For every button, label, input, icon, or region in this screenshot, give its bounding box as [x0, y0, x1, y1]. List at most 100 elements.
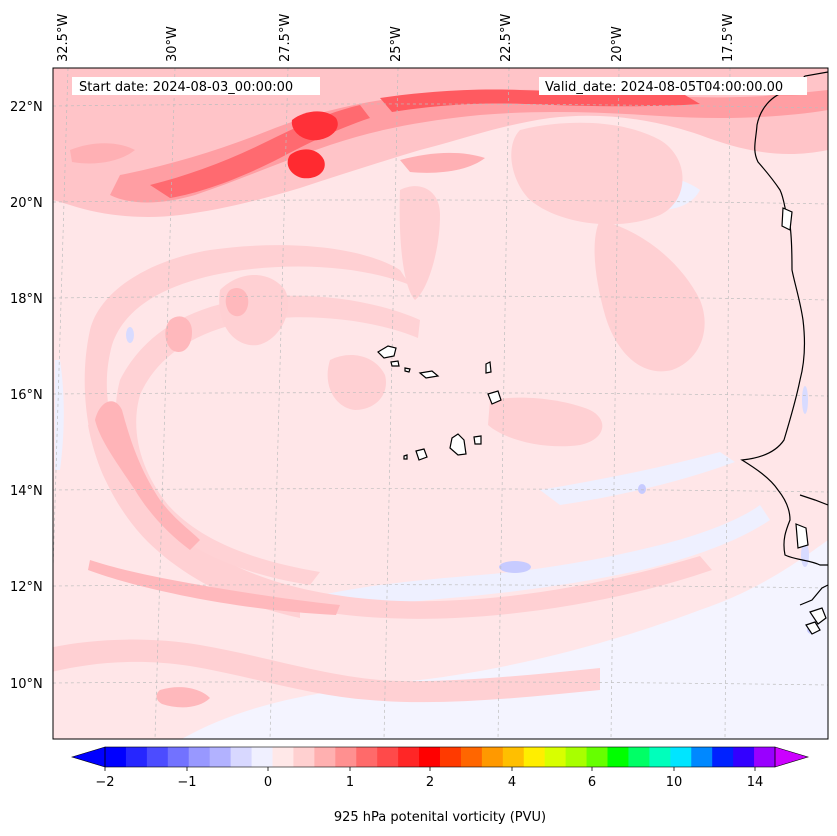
colorbar-swatch [293, 747, 315, 767]
colorbar-swatch [523, 747, 546, 767]
pv-contour-peak-red [287, 149, 325, 179]
colorbar-swatch [377, 747, 399, 767]
colorbar-label: 925 hPa potenital vorticity (PVU) [334, 810, 546, 825]
lon-label: 22.5°W [499, 14, 514, 62]
colorbar-swatch [670, 747, 692, 767]
colorbar-swatch [167, 747, 190, 767]
longitude-axis: 32.5°W 30°W 27.5°W 25°W 22.5°W 20°W 17.5… [56, 14, 736, 62]
colorbar-swatch [586, 747, 608, 767]
colorbar-tick-label: 4 [508, 775, 516, 790]
colorbar-swatch [251, 747, 273, 767]
colorbar-swatch [481, 747, 504, 767]
colorbar-swatch [754, 747, 776, 767]
pv-contour-mid-pink [225, 287, 249, 317]
start-date-box [72, 77, 320, 95]
colorbar-swatch [188, 747, 211, 767]
colorbar-swatch [398, 747, 420, 767]
pv-contour-mid-pink [95, 401, 200, 550]
colorbar-swatch [502, 747, 525, 767]
pv-contour-mid-pink [88, 560, 340, 615]
pv-contour-pale-pink [53, 639, 600, 703]
pv-contour-strong-red [380, 89, 700, 112]
pv-contour-mid-pink [165, 316, 192, 352]
colorbar-under-arrow [70, 746, 106, 768]
colorbar-swatch [125, 747, 148, 767]
coastline-africa [805, 621, 821, 635]
pv-contour-pale-blue [300, 505, 770, 610]
start-date-label: Start date: 2024-08-03_00:00:00 [79, 80, 293, 95]
valid-date-box [539, 77, 807, 95]
colorbar-swatch [628, 747, 650, 767]
valid-date-label: Valid_date: 2024-08-05T04:00:00.00 [545, 80, 783, 95]
colorbar-swatch [544, 747, 567, 767]
colorbar-tick-label: 2 [426, 775, 434, 790]
pv-contour-blue [802, 386, 808, 414]
lon-label: 30°W [165, 26, 180, 62]
colorbar-swatch [649, 747, 671, 767]
coastline-africa [795, 523, 809, 549]
pv-contour-pale-pink [84, 245, 712, 619]
pv-contour-mid-pink [70, 143, 135, 164]
colorbar-swatches [105, 747, 776, 767]
graticule [53, 68, 828, 739]
colorbar-tick-labels: −2 −1 0 1 2 4 6 10 14 [95, 775, 763, 790]
colorbar-tick-label: 1 [346, 775, 354, 790]
lat-label: 16°N [10, 388, 43, 403]
colorbar-swatch [712, 747, 734, 767]
lat-label: 20°N [10, 196, 43, 211]
pv-contour-pale-pink [88, 420, 300, 618]
pv-contour-pale-pink [594, 220, 705, 372]
pv-contour-pale-blue [55, 360, 64, 470]
colorbar-tick-label: 10 [666, 775, 683, 790]
lon-label: 17.5°W [721, 14, 736, 62]
colorbar-swatch [691, 747, 713, 767]
pv-contour-blue [638, 484, 646, 494]
pv-contour-pale-pink [399, 186, 440, 300]
lat-label: 22°N [10, 100, 43, 115]
latitude-axis: 22°N 20°N 18°N 16°N 14°N 12°N 10°N [10, 100, 43, 692]
colorbar-swatch [272, 747, 294, 767]
map-frame [52, 67, 829, 740]
colorbar-tick-label: 6 [588, 775, 596, 790]
pv-contour-pale-pink [327, 355, 386, 410]
cape-verde-islands [377, 345, 502, 461]
lat-label: 12°N [10, 580, 43, 595]
colorbar-over-arrow [774, 746, 810, 768]
colorbar-ticks [104, 767, 756, 771]
colorbar-swatch [565, 747, 588, 767]
pv-contour-pale-pink [511, 122, 683, 225]
pv-contour-blue [499, 561, 531, 573]
colorbar-tick-label: 14 [747, 775, 764, 790]
pv-contour-pale-pink [115, 295, 420, 585]
colorbar-swatch [314, 747, 336, 767]
lat-label: 10°N [10, 677, 43, 692]
lon-label: 27.5°W [278, 14, 293, 62]
colorbar-swatch [733, 747, 755, 767]
pv-contour-mid-pink [156, 687, 210, 708]
colorbar-swatch [440, 747, 462, 767]
colorbar-swatch [335, 747, 357, 767]
colorbar-swatch [419, 747, 441, 767]
pv-contour-pale-pink [488, 397, 603, 447]
lon-label: 20°W [610, 26, 625, 62]
lon-label: 25°W [389, 26, 404, 62]
colorbar-swatch [230, 747, 253, 767]
pv-contour-pale-blue [540, 452, 735, 505]
colorbar-tick-label: −2 [95, 775, 114, 790]
colorbar-swatch [105, 747, 127, 767]
lat-label: 18°N [10, 292, 43, 307]
colorbar: −2 −1 0 1 2 4 6 10 14 925 hPa potenital … [70, 746, 810, 825]
colorbar-swatch [209, 747, 232, 767]
lon-label: 32.5°W [56, 14, 71, 62]
coastline-africa [809, 607, 827, 625]
lat-label: 14°N [10, 484, 43, 499]
pv-contour-mid-pink [400, 152, 485, 173]
coastline-africa [799, 494, 828, 506]
colorbar-tick-label: −1 [177, 775, 196, 790]
colorbar-swatch [607, 747, 629, 767]
pv-contour-pale-blue [181, 540, 828, 739]
coastline-africa [799, 584, 828, 606]
colorbar-swatch [356, 747, 378, 767]
coastline-africa [740, 71, 828, 566]
